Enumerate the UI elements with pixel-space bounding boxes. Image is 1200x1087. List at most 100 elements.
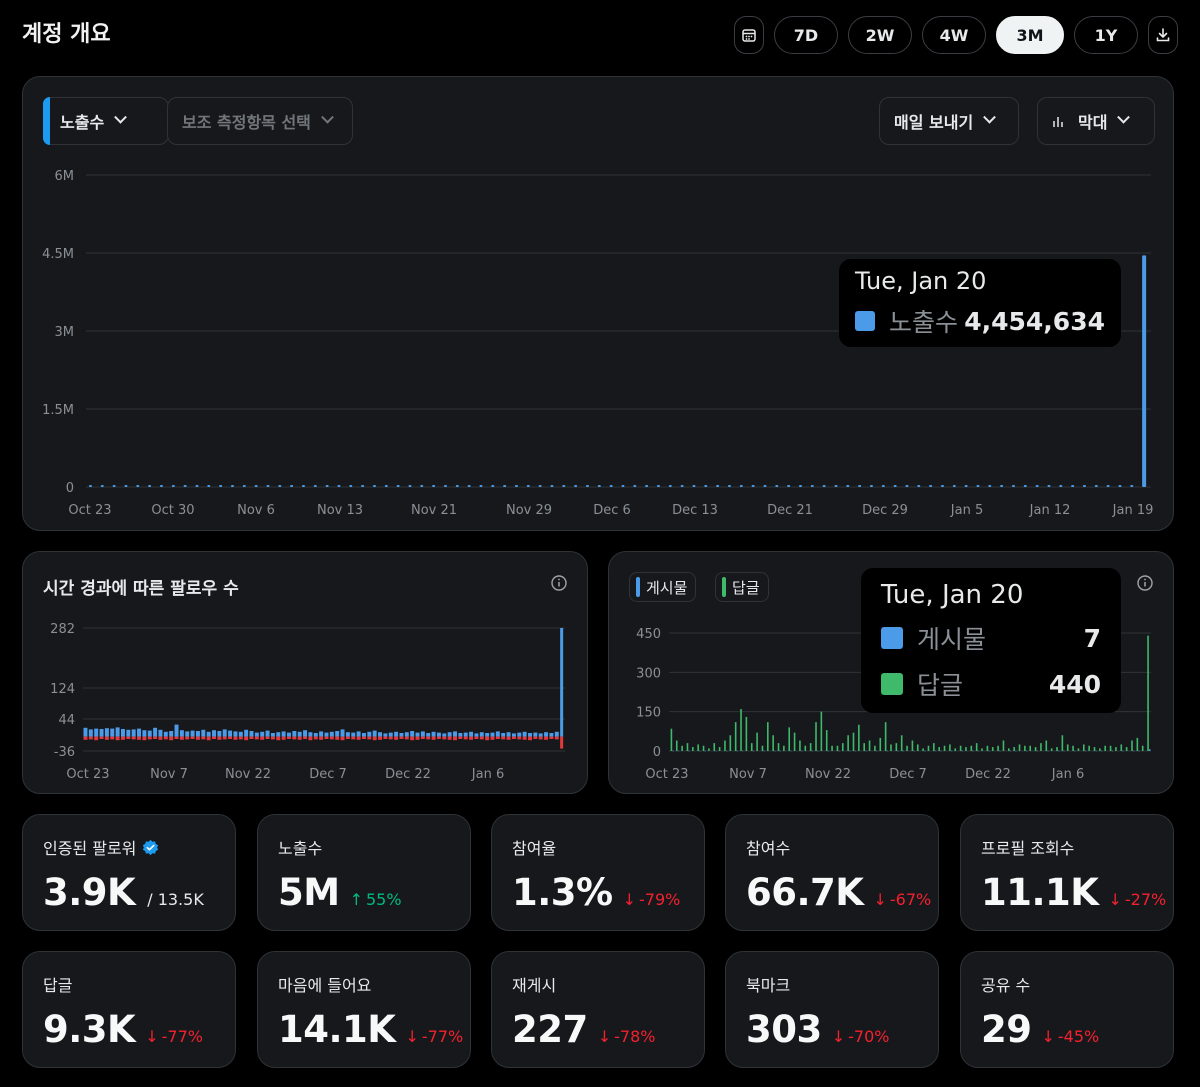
impression-bar bbox=[1106, 485, 1110, 487]
legend-replies[interactable]: 답글 bbox=[715, 572, 769, 602]
posts-bar bbox=[752, 750, 755, 752]
calendar-icon[interactable] bbox=[734, 16, 764, 54]
replies-bar bbox=[911, 740, 914, 751]
range-2w-button[interactable]: 2W bbox=[848, 16, 912, 54]
stat-label-text: 북마크 bbox=[746, 976, 791, 995]
followers-lost-bar bbox=[538, 736, 543, 740]
posts-bar bbox=[1138, 750, 1140, 752]
followers-lost-bar bbox=[554, 736, 559, 740]
impression-bar bbox=[846, 485, 850, 487]
stat-label: 공유 수 bbox=[981, 972, 1030, 996]
replies-bar bbox=[1109, 745, 1112, 751]
stat-value-row: 5M ↑ 55% bbox=[278, 871, 402, 914]
impression-bar bbox=[775, 485, 779, 487]
followers-lost-bar bbox=[549, 736, 554, 739]
info-icon[interactable] bbox=[550, 574, 568, 592]
range-1y-button[interactable]: 1Y bbox=[1074, 16, 1138, 54]
posts-bar bbox=[1058, 750, 1060, 752]
followers-gained-bar bbox=[206, 731, 211, 737]
posts-bar bbox=[988, 750, 990, 752]
stat-card[interactable]: 참여수 66.7K ↓ -67% bbox=[725, 814, 939, 931]
secondary-metric-placeholder: 보조 측정항목 선택 bbox=[182, 113, 311, 132]
posts-tooltip: Tue, Jan 20 게시물 7 답글 440 bbox=[861, 568, 1121, 713]
replies-bar bbox=[949, 744, 951, 751]
replies-bar bbox=[756, 732, 758, 751]
impression-bar bbox=[1000, 485, 1004, 487]
impression-bar bbox=[550, 485, 554, 487]
followers-lost-bar bbox=[560, 736, 564, 749]
followers-gained-bar bbox=[244, 729, 249, 737]
followers-gained-bar bbox=[313, 733, 318, 737]
arrow-down-icon: ↓ bbox=[145, 1027, 159, 1046]
stat-card[interactable]: 노출수 5M ↑ 55% bbox=[257, 814, 471, 931]
followers-gained-bar bbox=[436, 732, 441, 737]
followers-lost-bar bbox=[485, 736, 490, 741]
stat-card[interactable]: 답글 9.3K ↓ -77% bbox=[22, 951, 236, 1068]
posts-bar bbox=[902, 750, 905, 752]
replies-bar bbox=[783, 745, 785, 751]
followers-gained-bar bbox=[372, 730, 377, 737]
stat-card[interactable]: 인증된 팔로워 3.9K / 13.5K bbox=[22, 814, 236, 931]
range-7d-button[interactable]: 7D bbox=[774, 16, 838, 54]
followers-lost-bar bbox=[120, 736, 125, 740]
secondary-metric-dropdown[interactable]: 보조 측정항목 선택 bbox=[167, 97, 353, 145]
y-tick-label: 3M bbox=[55, 325, 75, 340]
x-tick-label: Oct 23 bbox=[68, 503, 111, 518]
stat-card[interactable]: 북마크 303 ↓ -70% bbox=[725, 951, 939, 1068]
replies-bar bbox=[847, 735, 849, 751]
replies-bar bbox=[799, 740, 801, 751]
impression-bar bbox=[432, 485, 436, 487]
stat-card[interactable]: 재게시 227 ↓ -78% bbox=[491, 951, 705, 1068]
posts-bar bbox=[1111, 750, 1113, 752]
followers-gained-bar bbox=[104, 728, 109, 737]
followers-lost-bar bbox=[469, 736, 474, 740]
stat-label: 노출수 bbox=[278, 835, 322, 859]
followers-gained-bar bbox=[335, 731, 340, 737]
impression-bar bbox=[455, 485, 459, 487]
primary-metric-dropdown[interactable]: 노출수 bbox=[43, 97, 169, 145]
replies-bar bbox=[793, 732, 796, 751]
tooltip-value: 4,454,634 bbox=[964, 306, 1105, 336]
legend-swatch bbox=[636, 577, 640, 597]
followers-lost-bar bbox=[522, 736, 527, 740]
arrow-down-icon: ↓ bbox=[831, 1027, 846, 1046]
legend-posts[interactable]: 게시물 bbox=[629, 572, 697, 602]
posts-bar bbox=[1063, 750, 1065, 752]
stat-value: 303 bbox=[746, 1008, 822, 1051]
impression-bar bbox=[266, 485, 270, 487]
info-icon[interactable] bbox=[1136, 574, 1154, 592]
replies-bar bbox=[858, 724, 860, 751]
impression-bar bbox=[183, 485, 187, 487]
stat-value-row: 1.3% ↓ -79% bbox=[512, 871, 680, 914]
stat-label-text: 참여수 bbox=[746, 839, 791, 858]
followers-lost-bar bbox=[270, 736, 275, 740]
followers-lost-bar bbox=[88, 736, 93, 740]
stat-card[interactable]: 마음에 들어요 14.1K ↓ -77% bbox=[257, 951, 471, 1068]
y-tick-label: 6M bbox=[55, 169, 75, 184]
followers-lost-bar bbox=[495, 736, 500, 739]
replies-bar bbox=[975, 743, 978, 751]
y-tick-label: 300 bbox=[636, 666, 661, 681]
stat-label: 답글 bbox=[43, 972, 72, 996]
x-tick-label: Nov 7 bbox=[729, 767, 767, 782]
impression-bar bbox=[810, 485, 814, 487]
stat-card[interactable]: 공유 수 29 ↓ -45% bbox=[960, 951, 1174, 1068]
replies-bar bbox=[970, 745, 973, 751]
replies-bar bbox=[868, 740, 871, 751]
followers-gained-bar bbox=[270, 733, 275, 737]
date-range-bar: 7D 2W 4W 3M 1Y bbox=[734, 16, 1178, 54]
stat-card[interactable]: 프로필 조회수 11.1K ↓ -27% bbox=[960, 814, 1174, 931]
stat-card[interactable]: 참여율 1.3% ↓ -79% bbox=[491, 814, 705, 931]
followers-lost-bar bbox=[517, 736, 522, 740]
range-3m-button[interactable]: 3M bbox=[996, 16, 1064, 54]
posts-bar bbox=[790, 750, 792, 752]
followers-lost-bar bbox=[206, 736, 211, 741]
impression-bar bbox=[290, 485, 294, 487]
replies-bar bbox=[916, 744, 919, 751]
download-icon[interactable] bbox=[1148, 16, 1178, 54]
range-4w-button[interactable]: 4W bbox=[922, 16, 986, 54]
chart-type-dropdown[interactable]: 막대 bbox=[1037, 97, 1155, 145]
followers-lost-bar bbox=[404, 736, 409, 740]
export-dropdown[interactable]: 매일 보내기 bbox=[879, 97, 1019, 145]
followers-lost-bar bbox=[453, 736, 457, 741]
